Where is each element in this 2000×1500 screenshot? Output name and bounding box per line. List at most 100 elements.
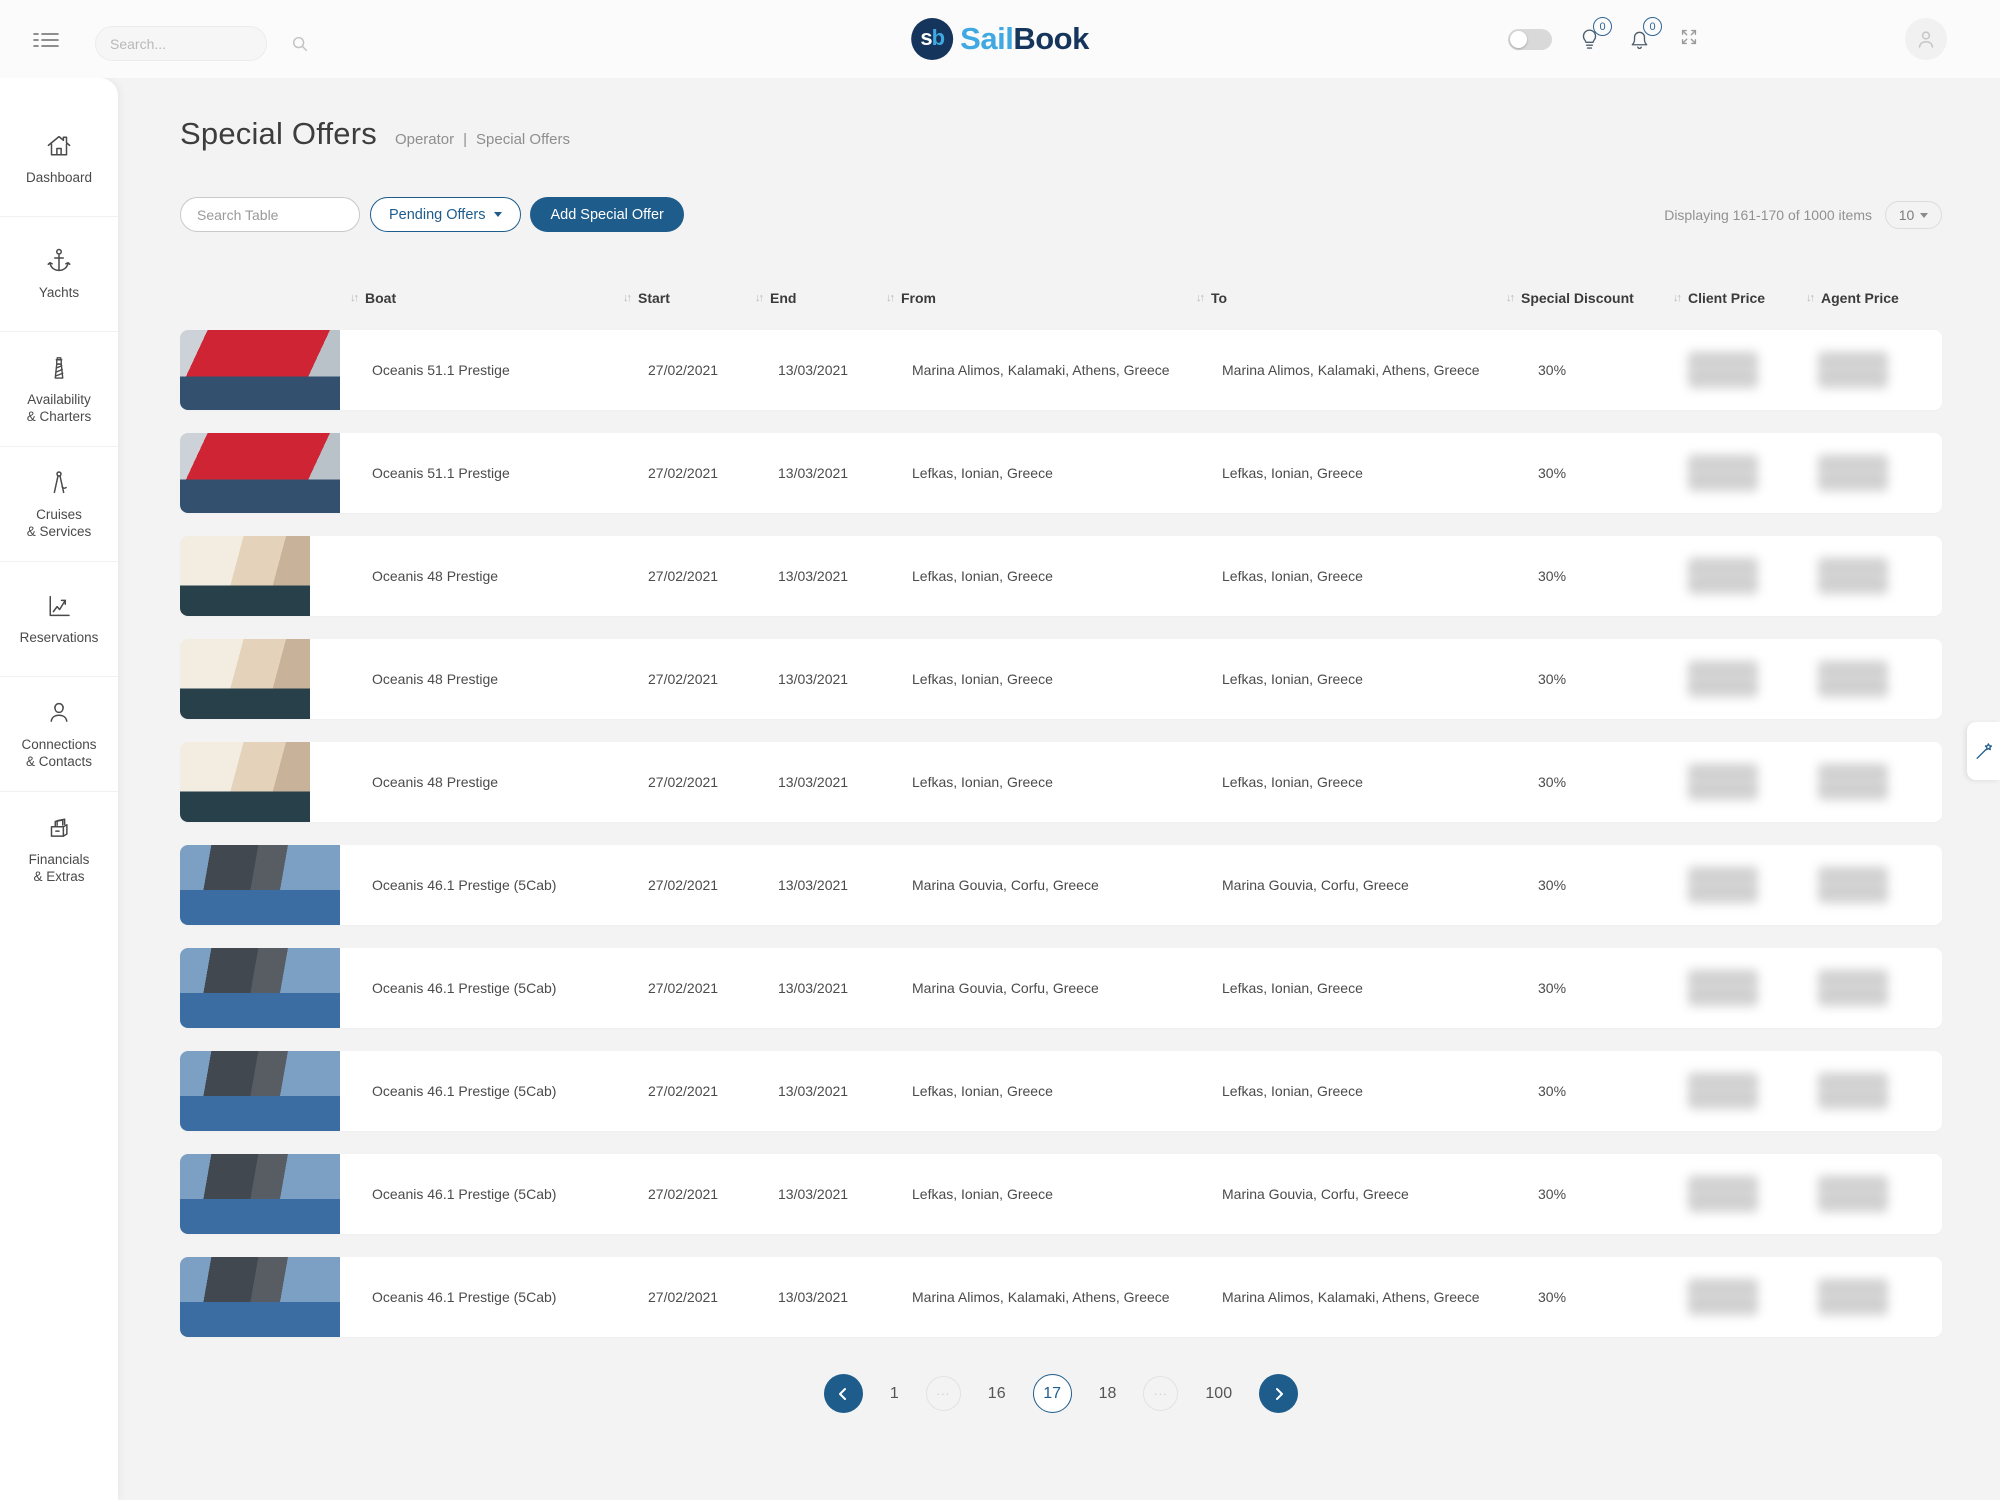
column-header-to[interactable]: ↓↑ To xyxy=(1196,290,1227,306)
client-price-redacted xyxy=(1688,1279,1758,1315)
end-date: 13/03/2021 xyxy=(778,1289,849,1305)
next-page-button[interactable] xyxy=(1259,1374,1299,1413)
table-row[interactable]: Oceanis 51.1 Prestige 27/02/2021 13/03/2… xyxy=(180,330,1942,410)
sidebar-item-financials-extras[interactable]: Financials & Extras xyxy=(0,792,118,907)
current-page-button-17[interactable]: 17 xyxy=(1032,1374,1072,1413)
pagination-ellipsis[interactable]: ... xyxy=(925,1376,961,1411)
start-date: 27/02/2021 xyxy=(648,877,719,893)
sort-icon: ↓↑ xyxy=(1506,292,1515,304)
page-button-18[interactable]: 18 xyxy=(1098,1384,1117,1402)
table-row[interactable]: Oceanis 48 Prestige 27/02/2021 13/03/202… xyxy=(180,639,1942,719)
agent-price-redacted xyxy=(1818,558,1888,594)
user-avatar[interactable] xyxy=(1905,18,1947,60)
prev-page-button[interactable] xyxy=(823,1374,863,1413)
page-button-100[interactable]: 100 xyxy=(1205,1384,1233,1402)
menu-toggle-icon[interactable] xyxy=(33,29,59,51)
breadcrumb-operator[interactable]: Operator xyxy=(394,131,455,148)
sort-icon: ↓↑ xyxy=(1673,292,1682,304)
sidebar-item-connections-contacts[interactable]: Connections & Contacts xyxy=(0,677,118,792)
client-price-redacted xyxy=(1688,970,1758,1006)
special-discount: 30% xyxy=(1538,568,1567,584)
table-row[interactable]: Oceanis 48 Prestige 27/02/2021 13/03/202… xyxy=(180,536,1942,616)
special-discount: 30% xyxy=(1538,774,1567,790)
to-location: Marina Gouvia, Corfu, Greece xyxy=(1222,877,1409,893)
client-price-redacted xyxy=(1688,1176,1758,1212)
special-discount: 30% xyxy=(1538,671,1567,687)
table-row[interactable]: Oceanis 46.1 Prestige (5Cab) 27/02/2021 … xyxy=(180,1154,1942,1234)
boat-image xyxy=(180,948,340,1028)
global-search-input[interactable] xyxy=(110,35,291,52)
pending-offers-label: Pending Offers xyxy=(389,206,486,223)
special-discount: 30% xyxy=(1538,362,1567,378)
from-location: Marina Alimos, Kalamaki, Athens, Greece xyxy=(912,1289,1170,1305)
end-date: 13/03/2021 xyxy=(778,465,849,481)
global-search xyxy=(95,26,308,61)
start-date: 27/02/2021 xyxy=(648,1186,719,1202)
column-label: Agent Price xyxy=(1821,290,1899,306)
column-header-from[interactable]: ↓↑ From xyxy=(886,290,936,306)
special-discount: 30% xyxy=(1538,1289,1567,1305)
client-price-redacted xyxy=(1688,764,1758,800)
from-location: Marina Gouvia, Corfu, Greece xyxy=(912,980,1099,996)
table-row[interactable]: Oceanis 46.1 Prestige (5Cab) 27/02/2021 … xyxy=(180,1051,1942,1131)
boat-name: Oceanis 48 Prestige xyxy=(372,568,499,584)
sidebar-item-dashboard[interactable]: Dashboard xyxy=(0,102,118,217)
notifications-bell-icon[interactable]: 0 xyxy=(1628,17,1662,52)
sidebar-item-label: Yachts xyxy=(38,285,80,301)
table-search-input[interactable] xyxy=(197,206,378,223)
fullscreen-icon[interactable] xyxy=(1678,26,1700,52)
pending-offers-filter-button[interactable]: Pending Offers xyxy=(370,197,522,232)
from-location: Lefkas, Ionian, Greece xyxy=(912,568,1053,584)
top-header: sb SailBook 0 0 xyxy=(0,0,2000,78)
theme-toggle[interactable] xyxy=(1508,28,1552,50)
quick-tools-tab[interactable] xyxy=(1967,722,2000,780)
column-header-agent-price[interactable]: ↓↑ Agent Price xyxy=(1806,290,1899,306)
boat-name: Oceanis 51.1 Prestige xyxy=(372,362,510,378)
page-size-select[interactable]: 10 xyxy=(1885,201,1942,229)
sidebar-item-availability-charters[interactable]: Availability & Charters xyxy=(0,332,118,447)
search-icon xyxy=(291,35,309,53)
column-header-start[interactable]: ↓↑ Start xyxy=(623,290,670,306)
table-row[interactable]: Oceanis 46.1 Prestige (5Cab) 27/02/2021 … xyxy=(180,948,1942,1028)
column-header-end[interactable]: ↓↑ End xyxy=(755,290,796,306)
logo-text-book: Book xyxy=(1013,21,1089,56)
sort-icon: ↓↑ xyxy=(1196,292,1205,304)
column-header-special-discount[interactable]: ↓↑ Special Discount xyxy=(1506,290,1634,306)
agent-price-redacted xyxy=(1818,352,1888,388)
agent-price-redacted xyxy=(1818,764,1888,800)
column-header-client-price[interactable]: ↓↑ Client Price xyxy=(1673,290,1765,306)
boat-name: Oceanis 46.1 Prestige (5Cab) xyxy=(372,1186,557,1202)
table-body: Oceanis 51.1 Prestige 27/02/2021 13/03/2… xyxy=(180,330,1942,1360)
pagination-ellipsis[interactable]: ... xyxy=(1143,1376,1179,1411)
to-location: Lefkas, Ionian, Greece xyxy=(1222,671,1363,687)
sidebar-item-cruises-services[interactable]: Cruises & Services xyxy=(0,447,118,562)
table-row[interactable]: Oceanis 51.1 Prestige 27/02/2021 13/03/2… xyxy=(180,433,1942,513)
sidebar-item-yachts[interactable]: Yachts xyxy=(0,217,118,332)
table-row[interactable]: Oceanis 48 Prestige 27/02/2021 13/03/202… xyxy=(180,742,1942,822)
start-date: 27/02/2021 xyxy=(648,774,719,790)
logo-mark-b: b xyxy=(931,25,945,50)
tips-bulb-icon[interactable]: 0 xyxy=(1578,17,1612,52)
add-special-offer-label: Add Special Offer xyxy=(550,206,664,223)
column-header-boat[interactable]: ↓↑ Boat xyxy=(350,290,396,306)
end-date: 13/03/2021 xyxy=(778,774,849,790)
add-special-offer-button[interactable]: Add Special Offer xyxy=(530,197,684,232)
sidebar-item-reservations[interactable]: Reservations xyxy=(0,562,118,677)
table-row[interactable]: Oceanis 46.1 Prestige (5Cab) 27/02/2021 … xyxy=(180,1257,1942,1337)
boat-image xyxy=(180,742,310,822)
sort-icon: ↓↑ xyxy=(755,292,764,304)
logo-text-sail: Sail xyxy=(960,21,1014,56)
boat-name: Oceanis 46.1 Prestige (5Cab) xyxy=(372,1083,557,1099)
page-button-16[interactable]: 16 xyxy=(987,1384,1006,1402)
boat-image xyxy=(180,1051,340,1131)
start-date: 27/02/2021 xyxy=(648,980,719,996)
boat-image xyxy=(180,845,340,925)
table-row[interactable]: Oceanis 46.1 Prestige (5Cab) 27/02/2021 … xyxy=(180,845,1942,925)
page-button-1[interactable]: 1 xyxy=(889,1384,899,1402)
from-location: Lefkas, Ionian, Greece xyxy=(912,1083,1053,1099)
start-date: 27/02/2021 xyxy=(648,465,719,481)
client-price-redacted xyxy=(1688,455,1758,491)
to-location: Lefkas, Ionian, Greece xyxy=(1222,980,1363,996)
